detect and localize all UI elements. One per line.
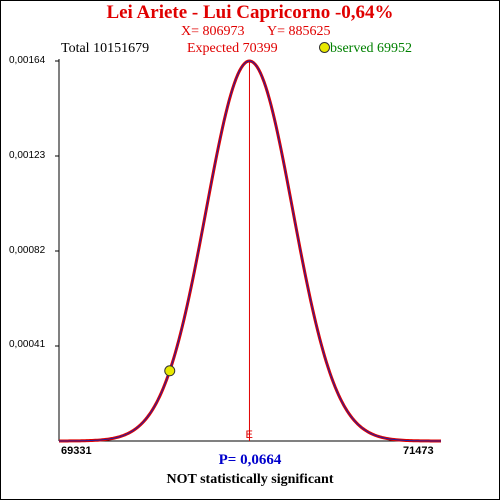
y-count-label: Y= 885625: [267, 24, 331, 39]
y-tick-label: 0,00123: [9, 150, 46, 161]
y-tick-label: 0,00082: [9, 245, 46, 256]
distribution-curve: [58, 59, 442, 443]
y-ticks: [55, 60, 59, 347]
observed-legend: bserved 69952: [319, 41, 412, 57]
significance-verdict: NOT statistically significant: [166, 472, 334, 487]
y-tick-label: 0,00041: [9, 339, 46, 350]
x-tick-label-max: 71473: [403, 445, 434, 457]
distribution-curve-center: [58, 60, 442, 442]
observed-legend-label: bserved 69952: [330, 41, 413, 56]
observed-legend-icon: [319, 42, 330, 53]
chart-title: Lei Ariete - Lui Capricorno -0,64%: [106, 2, 394, 23]
p-value: P= 0,0664: [218, 452, 282, 468]
expected-marker: E: [245, 429, 252, 441]
x-count-label: X= 806973: [181, 24, 245, 39]
total-label: Total 10151679: [61, 41, 150, 56]
x-tick-label-min: 69331: [61, 445, 92, 457]
y-tick-label: 0,00164: [9, 55, 46, 66]
observed-point: [164, 365, 176, 377]
expected-label: Expected 70399: [187, 41, 278, 56]
